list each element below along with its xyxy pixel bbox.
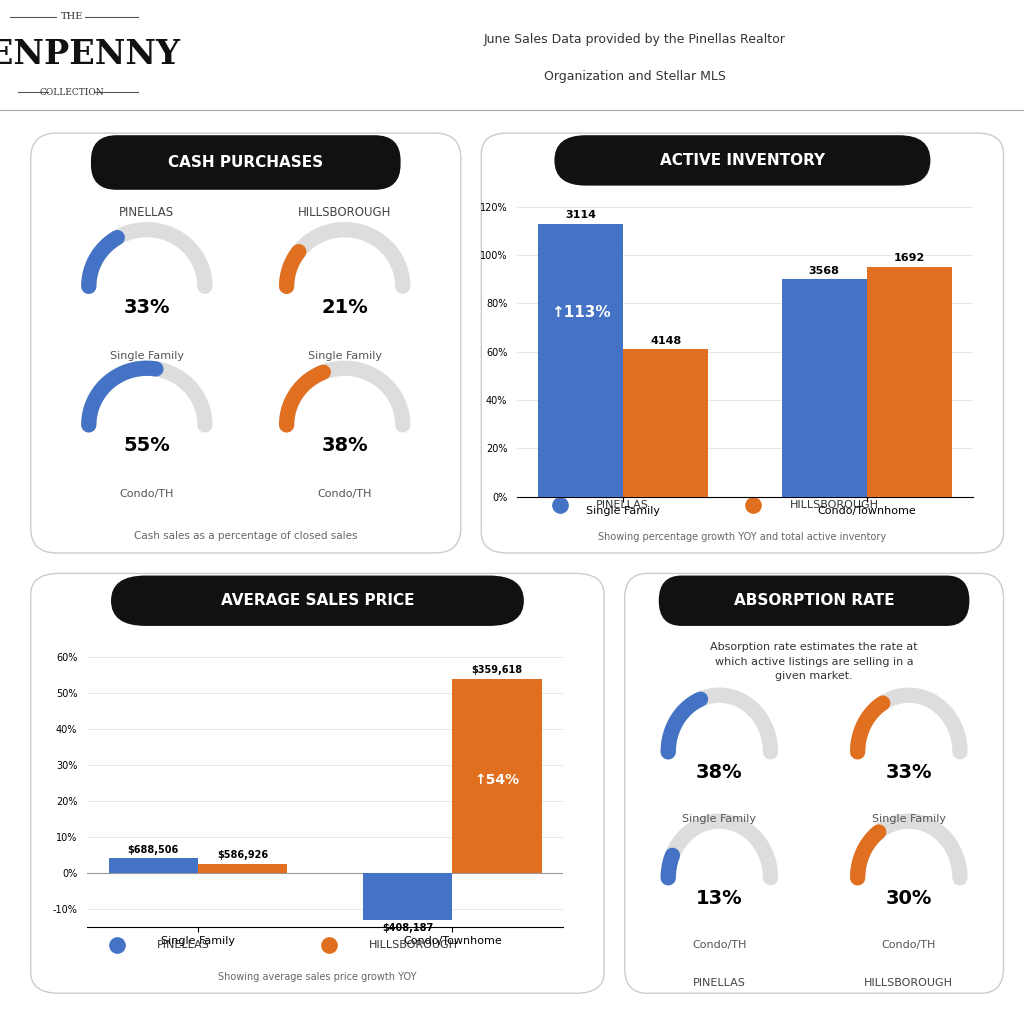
Text: PINELLAS: PINELLAS — [157, 940, 210, 950]
FancyBboxPatch shape — [31, 133, 461, 553]
Text: 4148: 4148 — [650, 336, 681, 345]
Text: ABSORPTION RATE: ABSORPTION RATE — [734, 593, 894, 608]
Text: 33%: 33% — [886, 763, 932, 782]
Text: PINELLAS: PINELLAS — [119, 207, 174, 219]
Text: 1692: 1692 — [894, 253, 925, 263]
Text: $688,506: $688,506 — [128, 845, 179, 855]
Text: 3114: 3114 — [565, 210, 596, 220]
Bar — [866, 267, 952, 497]
FancyBboxPatch shape — [31, 573, 604, 993]
Text: HILLSBOROUGH: HILLSBOROUGH — [298, 207, 391, 219]
Text: 13%: 13% — [696, 889, 742, 908]
Text: ↑54%: ↑54% — [474, 772, 519, 786]
Text: HILLSBOROUGH: HILLSBOROUGH — [790, 500, 879, 510]
Text: Single Family: Single Family — [307, 350, 382, 360]
Text: Absorption rate estimates the rate at
which active listings are selling in a
giv: Absorption rate estimates the rate at wh… — [711, 642, 918, 681]
Text: HILLSBOROUGH: HILLSBOROUGH — [369, 940, 458, 950]
Text: Condo/TH: Condo/TH — [317, 489, 372, 499]
Text: Condo/TH: Condo/TH — [692, 940, 746, 950]
Text: June Sales Data provided by the Pinellas Realtor: June Sales Data provided by the Pinellas… — [484, 33, 785, 46]
Text: PINELLAS: PINELLAS — [693, 978, 745, 988]
Text: 55%: 55% — [124, 436, 170, 456]
Text: ↑113%: ↑113% — [551, 305, 610, 321]
FancyBboxPatch shape — [91, 135, 400, 189]
Text: Single Family: Single Family — [110, 350, 184, 360]
Text: Condo/TH: Condo/TH — [882, 940, 936, 950]
Text: $408,187: $408,187 — [382, 923, 433, 933]
Text: THE: THE — [60, 12, 83, 22]
Bar — [781, 280, 866, 497]
Text: Organization and Stellar MLS: Organization and Stellar MLS — [544, 70, 726, 83]
Text: COLLECTION: COLLECTION — [39, 88, 104, 97]
FancyBboxPatch shape — [111, 575, 524, 626]
Text: $359,618: $359,618 — [471, 666, 522, 676]
FancyBboxPatch shape — [625, 573, 1004, 993]
Text: 3568: 3568 — [809, 265, 840, 275]
Bar — [109, 858, 198, 872]
Bar — [453, 679, 542, 872]
Text: 38%: 38% — [322, 436, 368, 456]
Text: AVERAGE SALES PRICE: AVERAGE SALES PRICE — [221, 593, 414, 608]
Text: Single Family: Single Family — [682, 814, 757, 824]
Text: PINELLAS: PINELLAS — [596, 500, 649, 510]
Text: HILLSBOROUGH: HILLSBOROUGH — [864, 978, 953, 988]
FancyBboxPatch shape — [658, 575, 970, 626]
Text: Single Family: Single Family — [871, 814, 946, 824]
Text: 30%: 30% — [886, 889, 932, 908]
Text: Showing average sales price growth YOY: Showing average sales price growth YOY — [218, 973, 417, 982]
Text: 33%: 33% — [124, 298, 170, 316]
Text: Cash sales as a percentage of closed sales: Cash sales as a percentage of closed sal… — [134, 531, 357, 541]
Text: Condo/TH: Condo/TH — [120, 489, 174, 499]
Bar — [198, 864, 287, 872]
Text: 38%: 38% — [696, 763, 742, 782]
Text: 21%: 21% — [322, 298, 368, 316]
Text: ACTIVE INVENTORY: ACTIVE INVENTORY — [659, 153, 825, 168]
Bar — [538, 223, 624, 497]
Text: Showing percentage growth YOY and total active inventory: Showing percentage growth YOY and total … — [598, 532, 887, 542]
Text: CASH PURCHASES: CASH PURCHASES — [168, 155, 324, 170]
FancyBboxPatch shape — [554, 135, 931, 185]
Text: TENPENNY: TENPENNY — [0, 38, 180, 71]
Bar — [364, 872, 453, 920]
Text: $586,926: $586,926 — [217, 850, 268, 860]
FancyBboxPatch shape — [481, 133, 1004, 553]
Bar — [624, 349, 709, 497]
